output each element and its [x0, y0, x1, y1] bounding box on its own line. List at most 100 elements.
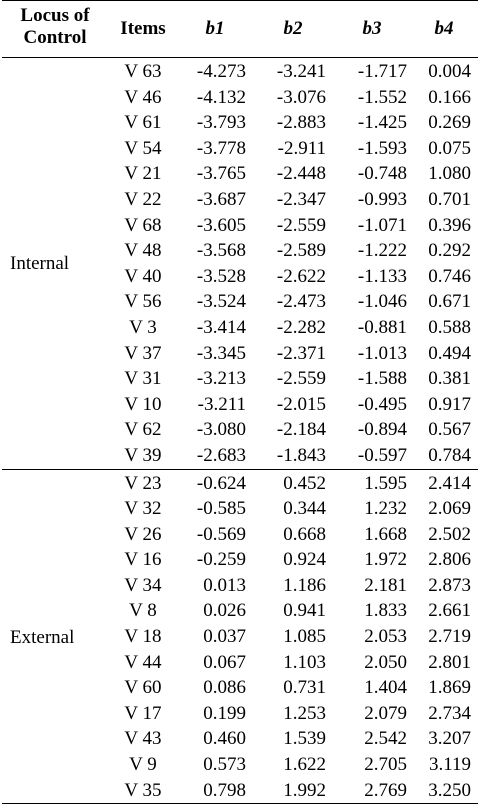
- item-cell: V 37: [124, 342, 162, 364]
- table-row: V 18 0.037 1.085 2.053 2.719: [2, 624, 478, 650]
- b2-cell: -3.076: [276, 86, 326, 108]
- b3-cell: 2.053: [364, 626, 407, 648]
- item-cell: V 26: [124, 523, 162, 545]
- table-row: V 46 -4.132 -3.076 -1.552 0.166: [2, 85, 478, 111]
- b3-cell: -1.593: [357, 137, 407, 159]
- b2-cell: -2.559: [276, 368, 326, 390]
- table-row: V 62 -3.080 -2.184 -0.894 0.567: [2, 417, 478, 443]
- b1-cell: -3.213: [196, 368, 246, 390]
- table-row: V 10 -3.211 -2.015 -0.495 0.917: [2, 392, 478, 418]
- b1-cell: 0.573: [203, 754, 246, 776]
- item-cell: V 54: [124, 137, 162, 159]
- b2-cell: -1.843: [276, 444, 326, 466]
- b1-cell: -3.605: [196, 214, 246, 236]
- b2-cell: 0.941: [283, 600, 326, 622]
- b4-cell: 2.734: [428, 702, 471, 724]
- b2-cell: -2.015: [276, 393, 326, 415]
- b1-cell: -3.345: [196, 342, 246, 364]
- b2-cell: 0.731: [283, 677, 326, 699]
- item-cell: V 62: [124, 419, 162, 441]
- b2-cell: -2.622: [276, 265, 326, 287]
- table-header: Locus of Control Items b1 b2 b3 b4: [2, 0, 478, 58]
- group-external: External V 23 -0.624 0.452 1.595 2.414 V 32 -0.…: [2, 470, 478, 804]
- item-cell: V 21: [124, 163, 162, 185]
- b4-cell: 0.917: [428, 393, 471, 415]
- item-cell: V 44: [124, 651, 162, 673]
- table-body: Internal V 63 -4.273 -3.241 -1.717 0.004 V 46 -…: [2, 58, 478, 804]
- b1-cell: -3.528: [196, 265, 246, 287]
- b2-cell: -2.371: [276, 342, 326, 364]
- b3-cell: -1.588: [357, 368, 407, 390]
- b3-cell: 1.595: [364, 472, 407, 494]
- b4-cell: 0.701: [428, 188, 471, 210]
- b3-cell: -1.222: [357, 240, 407, 262]
- b1-cell: -3.080: [196, 419, 246, 441]
- b2-cell: -2.911: [277, 137, 326, 159]
- b4-cell: 0.381: [428, 368, 471, 390]
- b3-cell: 2.705: [364, 754, 407, 776]
- b4-cell: 2.719: [428, 626, 471, 648]
- b3-cell: 2.181: [364, 574, 407, 596]
- item-cell: V 43: [124, 728, 162, 750]
- b4-cell: 2.806: [428, 549, 471, 571]
- b2-cell: 0.344: [283, 498, 326, 520]
- b4-cell: 0.671: [428, 291, 471, 313]
- table-row: V 22 -3.687 -2.347 -0.993 0.701: [2, 187, 478, 213]
- item-cell: V 68: [124, 214, 162, 236]
- b3-cell: -0.597: [357, 444, 407, 466]
- b1-cell: -4.132: [196, 86, 246, 108]
- b1-cell: -4.273: [196, 61, 246, 82]
- b4-cell: 2.801: [428, 651, 471, 673]
- b2-cell: -2.473: [276, 291, 326, 313]
- b2-cell: -2.448: [276, 163, 326, 185]
- table-row: V 68 -3.605 -2.559 -1.071 0.396: [2, 213, 478, 239]
- table-row: V 31 -3.213 -2.559 -1.588 0.381: [2, 366, 478, 392]
- b1-cell: -3.414: [196, 316, 246, 338]
- b1-cell: -3.687: [196, 188, 246, 210]
- b1-cell: 0.067: [203, 651, 246, 673]
- item-cell: V 23: [124, 472, 162, 494]
- item-cell: V 31: [124, 368, 162, 390]
- item-cell: V 32: [124, 498, 162, 520]
- item-cell: V 35: [124, 779, 162, 801]
- header-b4: b4: [434, 18, 454, 39]
- item-cell: V 40: [124, 265, 162, 287]
- b2-cell: -2.559: [276, 214, 326, 236]
- b2-cell: -2.282: [276, 316, 326, 338]
- table-row: V 3 -3.414 -2.282 -0.881 0.588: [2, 315, 478, 341]
- item-cell: V 34: [124, 574, 162, 596]
- b2-cell: 1.253: [283, 702, 326, 724]
- b3-cell: -1.013: [357, 342, 407, 364]
- header-b3: b3: [362, 18, 382, 39]
- b1-cell: -2.683: [196, 444, 246, 466]
- b3-cell: -1.552: [357, 86, 407, 108]
- item-cell: V 39: [124, 444, 162, 466]
- b3-cell: -0.894: [357, 419, 407, 441]
- table-row: V 40 -3.528 -2.622 -1.133 0.746: [2, 264, 478, 290]
- table-row: V 8 0.026 0.941 1.833 2.661: [2, 598, 478, 624]
- header-locus-of-control: Locus of Control: [2, 5, 108, 49]
- b1-cell: -3.524: [196, 291, 246, 313]
- item-cell: V 22: [124, 188, 162, 210]
- b3-cell: -0.748: [357, 163, 407, 185]
- b4-cell: 1.869: [428, 677, 471, 699]
- item-cell: V 46: [124, 86, 162, 108]
- b4-cell: 2.502: [428, 523, 471, 545]
- table-row: V 34 0.013 1.186 2.181 2.873: [2, 573, 478, 599]
- table-row: V 44 0.067 1.103 2.050 2.801: [2, 650, 478, 676]
- b1-cell: -3.793: [196, 112, 246, 134]
- item-cell: V 18: [124, 626, 162, 648]
- table-row: V 23 -0.624 0.452 1.595 2.414: [2, 471, 478, 497]
- b3-cell: 2.079: [364, 702, 407, 724]
- b2-cell: -2.184: [276, 419, 326, 441]
- group-label: Internal: [10, 252, 70, 274]
- b3-cell: -1.425: [357, 112, 407, 134]
- b2-cell: 0.924: [283, 549, 326, 571]
- b1-cell: -3.778: [196, 137, 246, 159]
- b1-cell: 0.026: [203, 600, 246, 622]
- b4-cell: 0.004: [428, 61, 471, 82]
- group-internal: Internal V 63 -4.273 -3.241 -1.717 0.004 V 46 -…: [2, 58, 478, 470]
- item-cell: V 3: [129, 316, 157, 338]
- item-cell: V 17: [124, 702, 162, 724]
